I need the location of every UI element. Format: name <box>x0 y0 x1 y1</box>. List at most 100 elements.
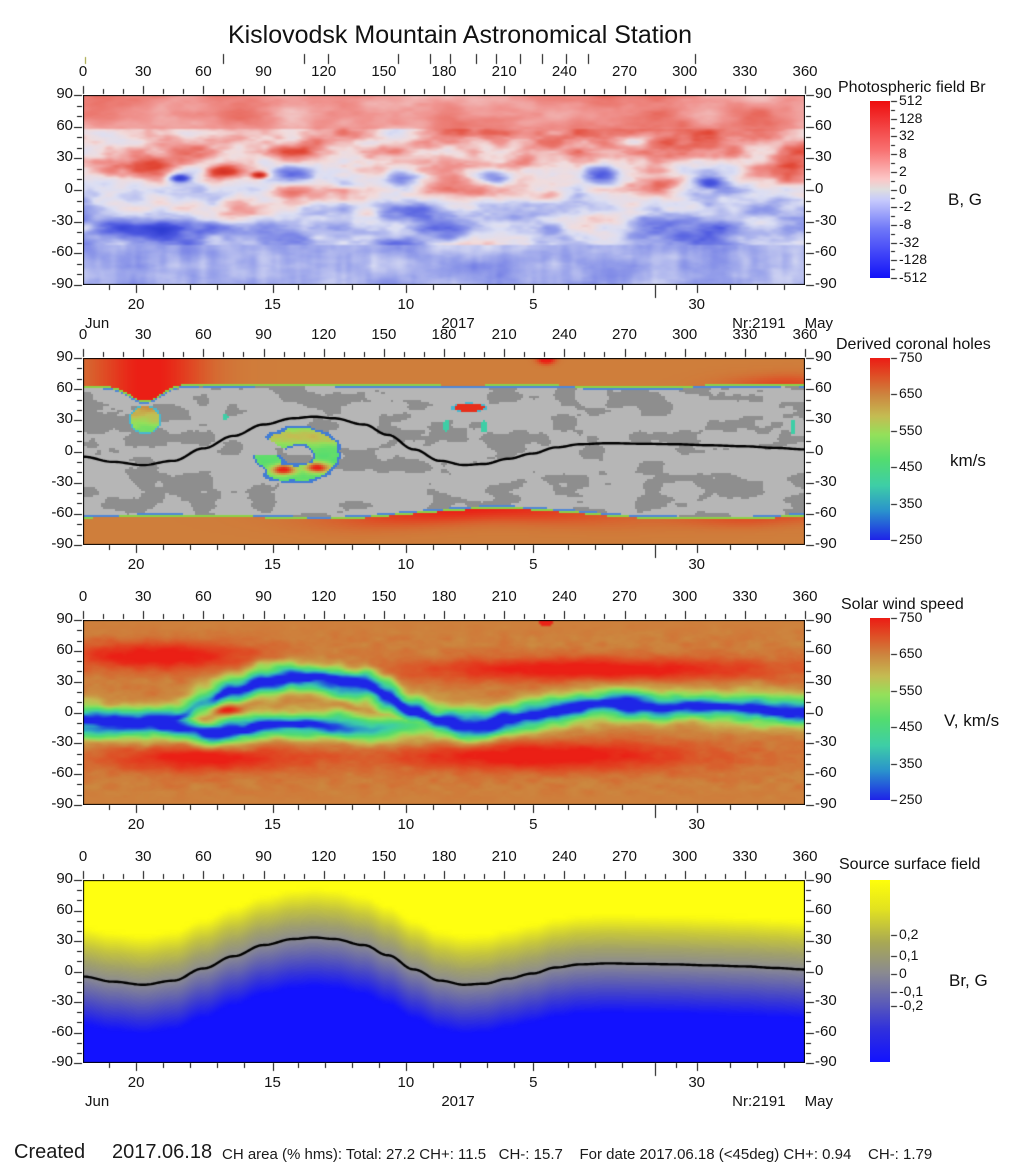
lat-tick-label-right: -60 <box>815 1022 837 1040</box>
lat-tick-label-left: 30 <box>56 931 73 948</box>
year-label: 2017 <box>441 1093 475 1110</box>
lon-tick-label: 270 <box>611 63 638 80</box>
lon-tick-label: 360 <box>792 848 818 865</box>
lon-tick-label: 300 <box>672 848 698 865</box>
lat-tick-label-left: -90 <box>51 275 73 292</box>
created-date: 2017.06.18 <box>112 1141 213 1163</box>
lon-tick-label: 0 <box>78 848 88 865</box>
solar-wind-speed-map <box>83 620 805 805</box>
lat-tick-label-left: -90 <box>51 795 73 812</box>
lon-tick-label: 330 <box>732 63 758 80</box>
lat-tick-label-right: 90 <box>815 870 832 887</box>
date-tick-label: 5 <box>529 1074 538 1091</box>
month-right-label: May <box>804 315 833 332</box>
colorbar-tick-label: -128 <box>899 251 928 268</box>
lat-tick-label-left: 90 <box>56 348 73 365</box>
colorbar-tick-label: 350 <box>899 754 923 771</box>
lon-tick-label: 360 <box>792 63 818 80</box>
lat-tick-label-right: -30 <box>815 992 837 1009</box>
lat-tick-label-left: 0 <box>64 180 73 197</box>
colorbar-tick-label: 350 <box>899 494 923 511</box>
colorbar-tick-label: 450 <box>899 458 923 475</box>
lon-tick-label: 210 <box>491 848 517 865</box>
colorbar-tick-label: 550 <box>899 681 923 698</box>
date-tick-label: 15 <box>264 556 281 573</box>
lon-tick-label: 60 <box>194 848 212 865</box>
lat-tick-label-left: 0 <box>64 441 73 459</box>
photospheric-colorbar <box>870 101 890 278</box>
date-tick-label: 15 <box>264 816 281 833</box>
lat-tick-label-left: -90 <box>51 1053 73 1070</box>
colorbar-tick-label: 2 <box>899 162 907 179</box>
date-tick-label: 20 <box>127 296 145 313</box>
lat-tick-label-right: -60 <box>815 503 837 521</box>
lon-tick-label: 150 <box>371 63 397 80</box>
lat-tick-label-left: 90 <box>56 85 73 102</box>
lat-tick-label-right: -30 <box>815 211 837 229</box>
rotation-number-label: Nr:2191 <box>732 1093 786 1110</box>
lon-tick-label: 150 <box>371 848 397 865</box>
lon-tick-label: 90 <box>255 63 272 80</box>
colorbar-tick-label: 0,1 <box>899 947 919 964</box>
colorbar-tick-label: 250 <box>899 791 923 807</box>
colorbar-tick-label: -0,2 <box>899 996 924 1013</box>
colorbar-tick-label: 8 <box>899 145 907 162</box>
lat-tick-label-left: 30 <box>56 148 73 166</box>
rotation-number-label: Nr:2191 <box>732 315 786 332</box>
lon-tick-label: 180 <box>431 63 457 80</box>
lat-tick-label-left: -60 <box>51 243 73 261</box>
lon-tick-label: 270 <box>611 848 638 865</box>
lat-tick-label-left: 60 <box>56 116 73 134</box>
date-tick-label: 30 <box>688 296 706 313</box>
colorbar-tick-label: -2 <box>899 198 912 215</box>
colorbar-tick-label: 750 <box>899 609 923 625</box>
lon-tick-label: 30 <box>134 63 152 80</box>
date-tick-label: 30 <box>688 1074 706 1091</box>
colorbar-tick-label: 650 <box>899 385 923 402</box>
lon-tick-label: 210 <box>491 63 517 80</box>
lat-tick-label-right: -30 <box>815 733 837 751</box>
lon-tick-label: 330 <box>732 588 758 605</box>
lat-tick-label-right: -90 <box>815 275 837 292</box>
lat-tick-label-left: 60 <box>56 379 73 397</box>
colorbar-tick-label: -32 <box>899 233 920 250</box>
lat-tick-label-right: 30 <box>815 671 832 689</box>
date-tick-label: 20 <box>127 1074 145 1091</box>
lon-tick-label: 30 <box>134 848 152 865</box>
lon-tick-label: 120 <box>311 326 337 343</box>
lat-tick-label-right: 60 <box>815 379 832 397</box>
lon-tick-label: 240 <box>551 848 577 865</box>
lat-tick-label-left: 60 <box>56 640 73 658</box>
colorbar-tick-label: 0 <box>899 180 907 197</box>
lat-tick-label-left: -30 <box>51 472 73 490</box>
source-surface-colorbar <box>870 880 890 1062</box>
lon-tick-label: 180 <box>431 848 457 865</box>
month-right-label: May <box>804 1093 833 1110</box>
photospheric-field-map <box>83 95 805 285</box>
lat-tick-label-right: -90 <box>815 795 837 812</box>
lat-tick-label-right: 0 <box>815 961 824 979</box>
lat-tick-label-right: -60 <box>815 243 837 261</box>
lon-tick-label: 90 <box>255 588 272 605</box>
lat-tick-label-left: 60 <box>56 900 73 918</box>
lat-tick-label-right: -60 <box>815 764 837 782</box>
lon-tick-label: 180 <box>431 588 457 605</box>
lon-tick-label: 120 <box>311 588 337 605</box>
lon-tick-label: 30 <box>134 326 152 343</box>
date-tick-label: 5 <box>529 556 538 573</box>
date-tick-label: 30 <box>688 816 706 833</box>
colorbar-tick-label: -8 <box>899 215 912 232</box>
colorbar-tick-label: 512 <box>899 92 923 108</box>
colorbar-tick-label: -512 <box>899 269 928 285</box>
lon-tick-label: 300 <box>672 63 698 80</box>
lon-tick-label: 360 <box>792 588 818 605</box>
date-tick-label: 15 <box>264 1074 281 1091</box>
lon-tick-label: 90 <box>255 848 272 865</box>
colorbar-tick-label: 128 <box>899 109 923 126</box>
lon-tick-label: 0 <box>78 63 88 80</box>
lat-tick-label-left: -30 <box>51 211 73 229</box>
lat-tick-label-left: -90 <box>51 535 73 552</box>
colorbar-tick-label: 32 <box>899 127 915 144</box>
derived-coronal-holes-map <box>83 358 805 545</box>
lat-tick-label-right: -90 <box>815 1053 837 1070</box>
